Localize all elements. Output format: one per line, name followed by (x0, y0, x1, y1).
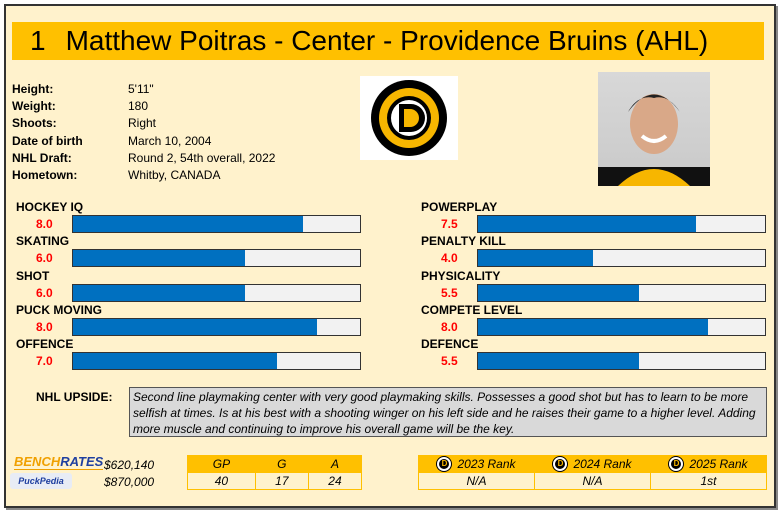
skill-bar-fill (73, 318, 317, 335)
info-value: Right (128, 116, 157, 131)
skill-bar (477, 249, 766, 268)
skill-label: PENALTY KILL (421, 234, 506, 249)
skill-score: 4.0 (441, 251, 458, 266)
bruins-icon: D (437, 457, 452, 472)
skill-score: 7.5 (441, 217, 458, 231)
skill-score: 5.5 (441, 354, 458, 369)
skill-bar (72, 352, 361, 371)
skill-bar-fill (478, 284, 639, 301)
bruins-d-logo-icon (360, 76, 458, 160)
bruins-icon: D (553, 457, 568, 472)
skill-bar (477, 352, 766, 371)
skill-label: OFFENCE (16, 337, 74, 352)
skill-bar (72, 215, 361, 233)
skill-score: 5.5 (441, 285, 458, 300)
player-photo (598, 72, 710, 186)
skill-bar-fill (73, 284, 246, 301)
skill-bar-fill (73, 216, 303, 232)
benchrates-value: $620,140 (104, 458, 155, 472)
info-label: Hometown: (12, 168, 78, 182)
skill-bar-fill (478, 250, 593, 267)
skill-score: 8.0 (36, 217, 53, 231)
info-value: Whitby, CANADA (128, 168, 221, 182)
benchrates-logo: BENCHRATES (14, 454, 104, 470)
skill-bar (477, 215, 766, 233)
skill-label: SKATING (16, 234, 70, 249)
title-text: Matthew Poitras - Center - Providence Br… (65, 25, 709, 56)
bruins-icon: D (669, 457, 684, 472)
info-label: Date of birth (12, 133, 83, 148)
skill-bar (477, 283, 766, 302)
skill-score: 8.0 (441, 319, 458, 334)
skill-label: PHYSICALITY (421, 268, 501, 283)
skill-score: 7.0 (36, 354, 53, 369)
info-value: 180 (128, 99, 149, 114)
info-label: Height: (12, 82, 54, 96)
skill-bar (72, 249, 361, 268)
skill-bar-fill (478, 353, 639, 370)
info-value: Round 2, 54th overall, 2022 (128, 150, 276, 165)
skill-bar-fill (73, 250, 246, 267)
skill-label: HOCKEY IQ (16, 200, 84, 214)
skill-bar (72, 317, 361, 336)
skill-bar (477, 317, 766, 336)
info-value: March 10, 2004 (128, 133, 212, 148)
skill-label: COMPETE LEVEL (421, 302, 523, 317)
puckpedia-value: $870,000 (104, 475, 155, 489)
skill-label: SHOT (16, 268, 50, 283)
info-value: 5'11" (128, 82, 154, 96)
info-label: Weight: (12, 99, 56, 114)
skill-score: 8.0 (36, 319, 53, 334)
skill-bar-fill (73, 353, 277, 370)
info-label: NHL Draft: (12, 150, 72, 165)
skill-score: 6.0 (36, 285, 53, 300)
info-label: Shoots: (12, 116, 57, 131)
skill-label: DEFENCE (421, 337, 479, 352)
rank-number: 1 (30, 25, 46, 56)
skill-label: PUCK MOVING (16, 302, 103, 317)
stats-table: GP G A 40 17 24 (187, 455, 363, 490)
skill-bar-fill (478, 216, 697, 232)
upside-label: NHL UPSIDE: (36, 390, 113, 404)
puckpedia-logo: PuckPedia (10, 473, 72, 489)
skill-score: 6.0 (36, 251, 53, 266)
skill-bar (72, 283, 361, 302)
page-title: 1 Matthew Poitras - Center - Providence B… (12, 22, 764, 60)
skill-label: POWERPLAY (421, 200, 498, 214)
rank-table: D 2023 Rank D 2024 Rank D 2025 Rank N/A N/A 1st (418, 455, 767, 490)
skill-bar-fill (478, 318, 708, 335)
upside-text: Second line playmaking center with very … (129, 387, 767, 437)
